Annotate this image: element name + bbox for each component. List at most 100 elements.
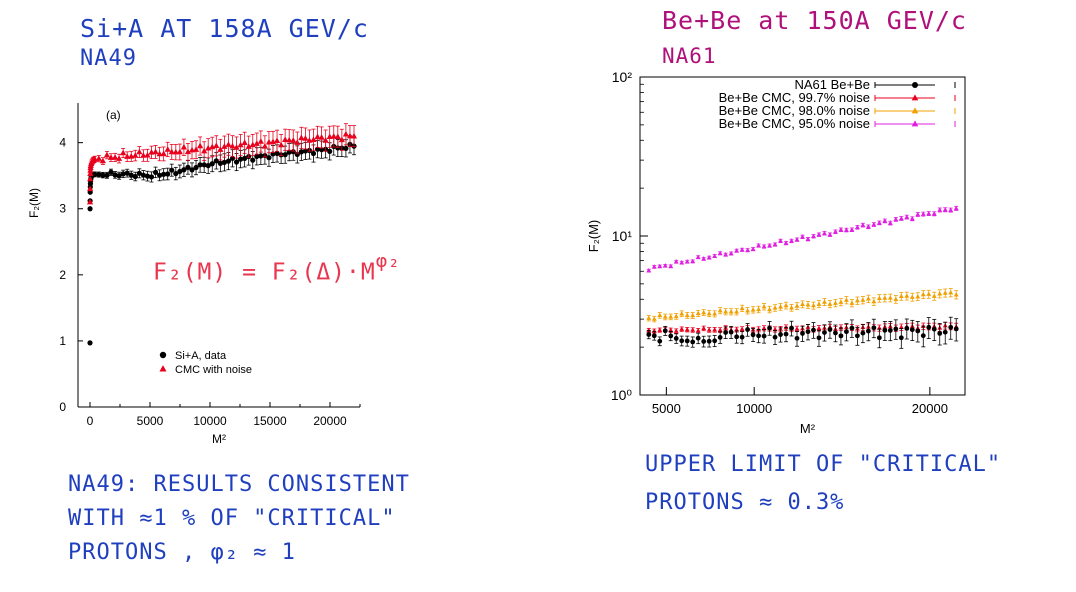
series-1-point (164, 146, 171, 152)
series-1-point (282, 136, 289, 142)
series-2-point (646, 315, 652, 320)
series-1-point (99, 157, 106, 164)
na61-f2-chart: 10⁰ 10¹ 10² 5000 10000 20000 M² F₂(M) NA61 Be+Be… (586, 69, 966, 436)
series-0-point (734, 334, 740, 340)
series-1-point (152, 148, 159, 155)
series-3-point (728, 250, 734, 256)
series-0-point (140, 172, 146, 178)
series-0-point (152, 169, 159, 175)
series-1-point (87, 175, 94, 182)
series-2-point (783, 302, 789, 308)
series-1-point (772, 326, 778, 332)
series-1-point (132, 152, 139, 158)
series-0-point (833, 330, 838, 336)
power-law-formula: F₂(M) = F₂(Δ)·Mφ₂ (153, 250, 401, 286)
y-axis-label: F₂(M) (586, 220, 601, 252)
series-1-point (265, 138, 273, 145)
series-2-point (865, 296, 871, 301)
series-0-point (871, 325, 877, 331)
series-0-point (173, 170, 179, 177)
series-1-point (314, 133, 321, 140)
series-0-point (274, 150, 280, 157)
series-0-point (706, 338, 712, 344)
series-0-point (282, 152, 288, 158)
series-1-point (684, 327, 690, 332)
series-2-point (953, 292, 959, 297)
series-2-point (778, 304, 783, 309)
series-1-point (168, 148, 175, 155)
series-0-point (827, 327, 833, 332)
series-2-point (739, 305, 745, 311)
series-2-point (833, 300, 838, 305)
series-3-point (953, 205, 959, 211)
series-0-point (909, 327, 915, 333)
series-0-point (646, 332, 652, 337)
series-1-point (668, 327, 674, 332)
series-3-point (898, 215, 904, 221)
series-2-point (843, 297, 849, 302)
series-0-point (926, 324, 932, 330)
series-2-point (860, 297, 866, 302)
na49-f2-chart: 0 1 2 3 4 0 5000 10000 15000 20000 M² F₂(M) (a) Si+A,… (27, 103, 361, 446)
series-2-point (876, 295, 882, 301)
series-0-point (854, 333, 860, 339)
series-2-point (668, 314, 674, 319)
series-1-point (334, 133, 341, 139)
x-tick-label: 5000 (652, 401, 681, 416)
series-1-point (739, 326, 745, 331)
series-0-point (739, 334, 745, 340)
series-3-point (789, 238, 794, 243)
series-0-point (778, 332, 783, 337)
series-2-point (651, 316, 657, 321)
series-2-point (909, 294, 915, 299)
series-1-point (120, 149, 127, 156)
series-1-point (136, 148, 143, 155)
series-0-point (254, 153, 260, 159)
x-axis-label: M² (212, 432, 226, 446)
x-axis-label: M² (800, 421, 816, 436)
legend-entry: Si+A, data (175, 350, 227, 362)
series-3-point (657, 263, 663, 269)
series-0-point (314, 146, 321, 152)
series-3-point (695, 254, 701, 260)
series-1-point (237, 141, 244, 148)
series-2-point (695, 310, 701, 316)
series-1-point (273, 137, 281, 143)
formula-base: F₂(M) = F₂(Δ)·M (153, 259, 376, 286)
series-3-point (690, 258, 696, 264)
series-2-point (805, 302, 811, 307)
series-3-point (915, 211, 921, 217)
series-1-point (261, 142, 268, 149)
series-1-point (241, 139, 248, 146)
series-1-point (124, 153, 131, 159)
y-tick-label: 3 (59, 202, 66, 216)
formula-exponent: φ₂ (375, 250, 401, 272)
legend-marker (911, 120, 919, 127)
series-0-point (258, 153, 264, 159)
y-axis-label: F₂(M) (27, 188, 41, 218)
legend-marker (911, 94, 919, 101)
series-2-point (712, 311, 718, 316)
series-3-point (937, 207, 943, 212)
series-0-point (651, 333, 657, 339)
series-0-point (679, 338, 685, 344)
left-result-line3: PROTONS , φ₂ ≈ 1 (68, 540, 296, 565)
series-2-point (750, 307, 756, 312)
legend-marker (159, 365, 167, 372)
series-0-point (189, 167, 195, 173)
series-0-point (657, 338, 663, 344)
y-tick-label: 10² (612, 69, 633, 85)
series-1-point (257, 138, 264, 144)
series-1-point (679, 326, 685, 331)
series-3-point (893, 216, 899, 222)
series-3-point (646, 268, 652, 273)
series-0-point (290, 149, 296, 155)
series-0-point (242, 155, 248, 161)
series-1-point (245, 143, 252, 149)
x-tick-label: 15000 (253, 414, 287, 428)
series-0-point (132, 173, 138, 180)
series-3-point (761, 243, 767, 249)
series-2-point (854, 297, 860, 303)
series-0-point (761, 333, 767, 339)
series-1-point (217, 146, 224, 152)
